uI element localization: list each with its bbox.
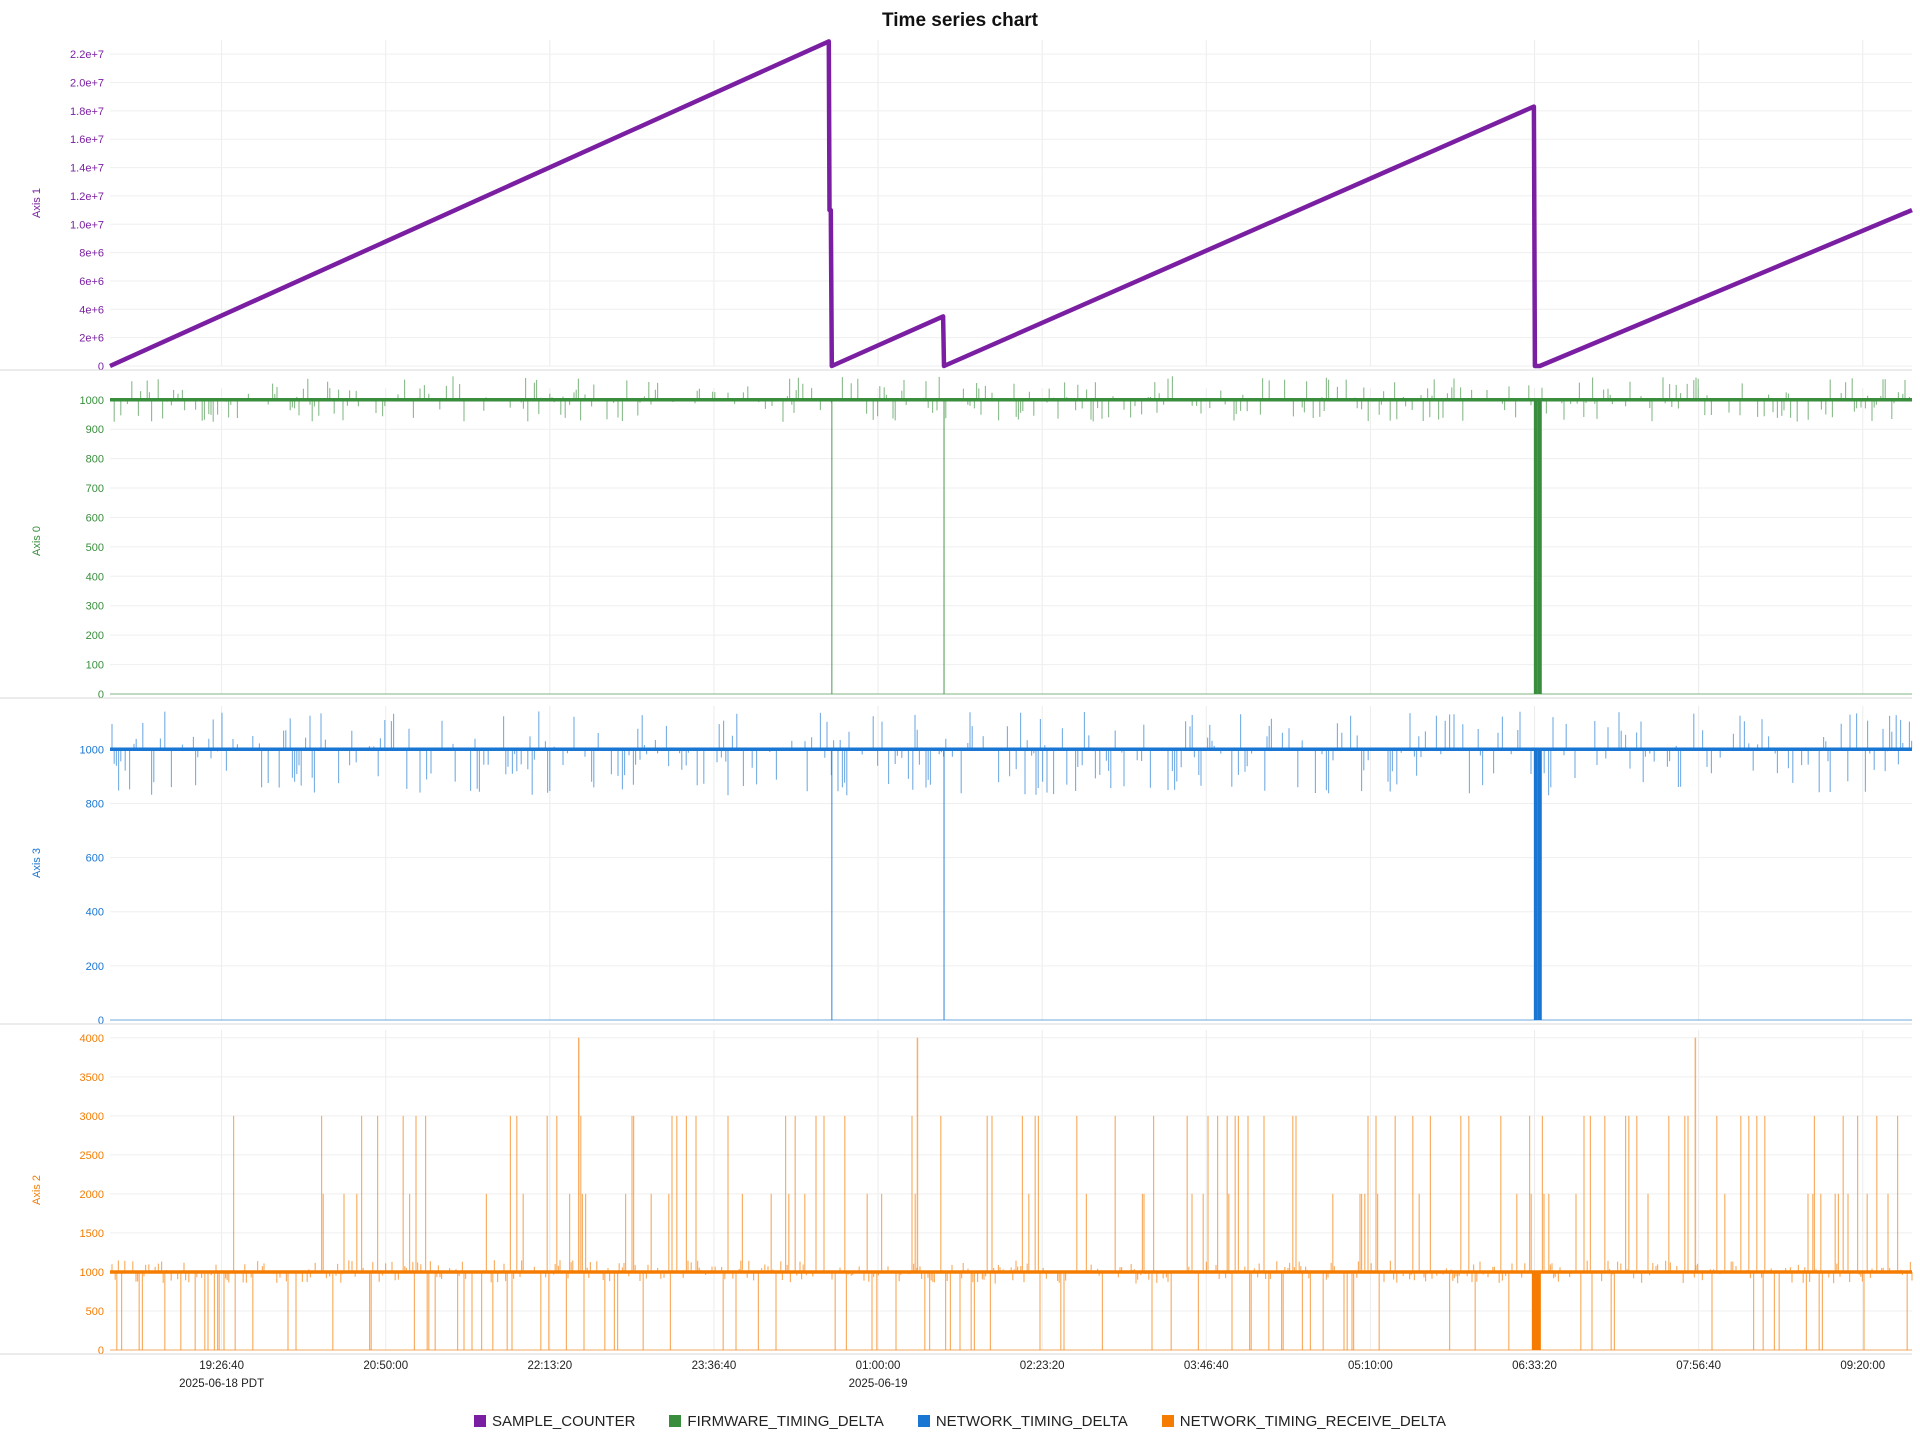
y-axis-title: Axis 2 (31, 1175, 43, 1205)
y-tick-label: 0 (98, 1345, 104, 1357)
x-tick-label: 02:23:20 (1020, 1360, 1065, 1372)
legend-swatch-firmware-timing-delta (669, 1415, 682, 1427)
legend-label: NETWORK_TIMING_RECEIVE_DELTA (1179, 1412, 1446, 1430)
y-tick-label: 200 (86, 961, 104, 973)
series-drop-block (1531, 1271, 1541, 1350)
panel-network-timing-receive-delta: 0 500 1000 1500 2000 2500 3000 3500 4000 Axis 2 (0, 1033, 1913, 1357)
legend-label: FIRMWARE_TIMING_DELTA (687, 1412, 884, 1430)
y-tick-label: 200 (86, 630, 104, 642)
y-axis-title: Axis 0 (31, 526, 43, 556)
x-tick-label: 03:46:40 (1184, 1360, 1229, 1372)
y-tick-label: 300 (86, 601, 104, 613)
x-tick-label: 20:50:00 (363, 1360, 408, 1372)
y-tick-label: 400 (86, 571, 104, 583)
panel-network-timing-delta: 0 200 400 600 800 1000 Axis 3 (0, 711, 1913, 1027)
y-tick-label: 1.8e+7 (70, 106, 104, 118)
y-tick-label: 3500 (80, 1072, 104, 1084)
legend-label: SAMPLE_COUNTER (492, 1412, 636, 1430)
y-tick-label: 100 (86, 660, 104, 672)
y-tick-label: 400 (86, 907, 104, 919)
x-tick-label: 01:00:00 (856, 1360, 901, 1372)
legend-item-firmware-timing-delta[interactable]: FIRMWARE_TIMING_DELTA (669, 1412, 884, 1430)
legend-label: NETWORK_TIMING_DELTA (935, 1412, 1128, 1430)
y-tick-label: 900 (86, 424, 104, 436)
x-tick-label: 06:33:20 (1512, 1360, 1557, 1372)
x-tick-label: 23:36:40 (692, 1360, 737, 1372)
y-tick-label: 1.4e+7 (70, 163, 104, 175)
legend-swatch-sample-counter (474, 1415, 487, 1427)
y-tick-label: 1000 (80, 395, 104, 407)
y-tick-label: 1.6e+7 (70, 134, 104, 146)
y-tick-label: 2000 (80, 1189, 104, 1201)
x-tick-label: 07:56:40 (1676, 1360, 1721, 1372)
y-tick-label: 1.2e+7 (70, 191, 104, 203)
y-tick-label: 700 (86, 483, 104, 495)
legend-item-sample-counter[interactable]: SAMPLE_COUNTER (474, 1413, 635, 1430)
legend-swatch-network-timing-receive-delta (1161, 1415, 1174, 1427)
y-tick-label: 1.0e+7 (70, 219, 104, 231)
y-axis-title: Axis 1 (31, 188, 43, 218)
y-tick-label: 1000 (80, 1267, 104, 1279)
y-tick-label: 2500 (80, 1150, 104, 1162)
y-tick-label: 2.0e+7 (70, 78, 104, 90)
y-tick-label: 2.2e+7 (70, 49, 104, 61)
y-tick-label: 3000 (80, 1111, 104, 1123)
x-tick-sublabel: 2025-06-19 (849, 1378, 908, 1390)
x-axis: 19:26:40 2025-06-18 PDT 20:50:00 22:13:20 23… (179, 1360, 1885, 1390)
legend-item-network-timing-receive-delta[interactable]: NETWORK_TIMING_RECEIVE_DELTA (1161, 1412, 1446, 1430)
x-tick-label: 22:13:20 (527, 1360, 572, 1372)
panel-firmware-timing-delta: 0 100 200 300 400 500 600 700 800 900 1000 Axis 0 (0, 376, 1912, 701)
y-axis-title: Axis 3 (31, 848, 43, 878)
x-tick-sublabel: 2025-06-18 PDT (179, 1378, 264, 1390)
y-tick-label: 8e+6 (79, 248, 104, 260)
y-tick-label: 1500 (80, 1228, 104, 1240)
y-tick-label: 4000 (80, 1033, 104, 1045)
legend: SAMPLE_COUNTER FIRMWARE_TIMING_DELTA NET… (0, 1410, 1920, 1432)
y-tick-label: 600 (86, 853, 104, 865)
y-tick-label: 6e+6 (79, 276, 104, 288)
series-spikes (111, 711, 1913, 796)
y-tick-label: 4e+6 (79, 304, 104, 316)
panel-sample-counter: 0 2e+6 4e+6 6e+6 8e+6 1.0e+7 1.2e+7 1.4e+7 1.6e+… (0, 39, 1913, 373)
y-tick-label: 0 (98, 689, 104, 701)
series-line-sample-counter (109, 39, 1913, 369)
x-tick-label: 05:10:00 (1348, 1360, 1393, 1372)
y-tick-label: 500 (86, 1306, 104, 1318)
y-tick-label: 800 (86, 454, 104, 466)
x-tick-label: 09:20:00 (1840, 1360, 1885, 1372)
y-tick-label: 500 (86, 542, 104, 554)
legend-swatch-network-timing-delta (917, 1415, 930, 1427)
y-tick-label: 0 (98, 1015, 104, 1027)
legend-item-network-timing-delta[interactable]: NETWORK_TIMING_DELTA (917, 1412, 1128, 1430)
chart-title: Time series chart (882, 10, 1038, 31)
y-tick-label: 1000 (80, 744, 104, 756)
y-tick-label: 0 (98, 361, 104, 373)
y-tick-label: 600 (86, 512, 104, 524)
x-tick-label: 19:26:40 (199, 1360, 244, 1372)
grid-lines (221, 40, 1864, 1350)
y-tick-label: 2e+6 (79, 333, 104, 345)
series-jitter (111, 711, 1913, 796)
y-tick-label: 800 (86, 798, 104, 810)
